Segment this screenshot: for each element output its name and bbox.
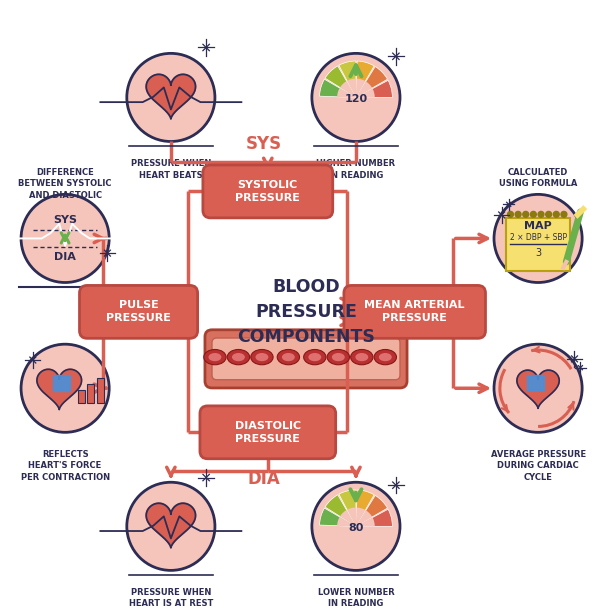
FancyBboxPatch shape xyxy=(200,406,335,459)
Ellipse shape xyxy=(204,349,226,365)
Ellipse shape xyxy=(308,353,321,361)
Polygon shape xyxy=(528,375,544,390)
Ellipse shape xyxy=(304,349,326,365)
Text: PULSE
PRESSURE: PULSE PRESSURE xyxy=(106,300,171,324)
Wedge shape xyxy=(356,67,387,97)
Text: 120: 120 xyxy=(345,94,367,104)
Text: HIGHER NUMBER
IN READING: HIGHER NUMBER IN READING xyxy=(316,159,395,179)
Wedge shape xyxy=(356,78,365,97)
Wedge shape xyxy=(356,80,392,97)
Bar xyxy=(78,390,85,403)
FancyBboxPatch shape xyxy=(80,285,198,338)
Ellipse shape xyxy=(227,349,250,365)
Text: AVERAGE PRESSURE
DURING CARDIAC
CYCLE: AVERAGE PRESSURE DURING CARDIAC CYCLE xyxy=(490,450,586,482)
Wedge shape xyxy=(356,490,374,526)
FancyBboxPatch shape xyxy=(203,165,333,218)
Wedge shape xyxy=(356,496,387,526)
Ellipse shape xyxy=(327,349,349,365)
Polygon shape xyxy=(37,369,81,409)
Ellipse shape xyxy=(282,353,295,361)
Wedge shape xyxy=(340,510,356,526)
Circle shape xyxy=(494,195,582,283)
Circle shape xyxy=(21,344,109,432)
Wedge shape xyxy=(356,509,392,526)
Wedge shape xyxy=(325,66,356,97)
FancyBboxPatch shape xyxy=(212,338,400,379)
Wedge shape xyxy=(356,510,372,526)
Ellipse shape xyxy=(232,353,245,361)
Wedge shape xyxy=(319,79,356,97)
Ellipse shape xyxy=(374,349,397,365)
Text: 2 × DBP + SBP: 2 × DBP + SBP xyxy=(510,233,567,242)
Polygon shape xyxy=(53,375,70,391)
Polygon shape xyxy=(517,370,559,408)
Wedge shape xyxy=(339,61,356,97)
Text: MEAN ARTERIAL
PRESSURE: MEAN ARTERIAL PRESSURE xyxy=(364,300,465,324)
Wedge shape xyxy=(337,88,356,97)
Ellipse shape xyxy=(277,349,299,365)
Ellipse shape xyxy=(255,353,269,361)
Wedge shape xyxy=(347,507,356,526)
Circle shape xyxy=(538,211,544,217)
Text: DIFFERENCE
BETWEEN SYSTOLIC
AND DIASTOLIC: DIFFERENCE BETWEEN SYSTOLIC AND DIASTOLI… xyxy=(18,168,112,200)
Ellipse shape xyxy=(251,349,273,365)
Text: REFLECTS
HEART'S FORCE
PER CONTRACTION: REFLECTS HEART'S FORCE PER CONTRACTION xyxy=(21,450,110,482)
Text: 80: 80 xyxy=(348,523,364,533)
Circle shape xyxy=(127,482,215,570)
Circle shape xyxy=(507,211,513,217)
Circle shape xyxy=(312,53,400,141)
Text: DIA: DIA xyxy=(247,470,280,488)
Text: DIA: DIA xyxy=(54,252,76,262)
Wedge shape xyxy=(356,89,375,97)
Wedge shape xyxy=(356,81,372,97)
FancyBboxPatch shape xyxy=(205,330,407,388)
Text: DIASTOLIC
PRESSURE: DIASTOLIC PRESSURE xyxy=(235,420,301,444)
Wedge shape xyxy=(356,518,375,526)
Polygon shape xyxy=(146,503,196,548)
Wedge shape xyxy=(325,494,356,526)
Wedge shape xyxy=(347,78,356,97)
Circle shape xyxy=(531,211,536,217)
Circle shape xyxy=(21,195,109,283)
Text: LOWER NUMBER
IN READING: LOWER NUMBER IN READING xyxy=(318,588,394,608)
Text: SYS: SYS xyxy=(53,215,77,225)
Text: SYS: SYS xyxy=(245,135,282,154)
Text: SYSTOLIC
PRESSURE: SYSTOLIC PRESSURE xyxy=(236,180,300,203)
Text: CALCULATED
USING FORMULA: CALCULATED USING FORMULA xyxy=(499,168,577,188)
Text: BLOOD
PRESSURE
COMPONENTS: BLOOD PRESSURE COMPONENTS xyxy=(237,278,375,346)
Polygon shape xyxy=(146,74,196,119)
Wedge shape xyxy=(339,490,356,526)
Wedge shape xyxy=(340,81,356,97)
Text: PRESSURE WHEN
HEART IS AT REST: PRESSURE WHEN HEART IS AT REST xyxy=(129,588,213,608)
Circle shape xyxy=(523,211,529,217)
Text: PRESSURE WHEN
HEART BEATS: PRESSURE WHEN HEART BEATS xyxy=(131,159,211,179)
Ellipse shape xyxy=(209,353,222,361)
Ellipse shape xyxy=(351,349,373,365)
Ellipse shape xyxy=(332,353,345,361)
Bar xyxy=(88,384,94,403)
Circle shape xyxy=(561,211,567,217)
Circle shape xyxy=(515,211,521,217)
FancyBboxPatch shape xyxy=(506,218,570,271)
Circle shape xyxy=(127,53,215,141)
Circle shape xyxy=(546,211,551,217)
Wedge shape xyxy=(319,508,356,526)
Circle shape xyxy=(553,211,559,217)
Wedge shape xyxy=(356,61,374,97)
Text: MAP: MAP xyxy=(524,220,552,231)
Bar xyxy=(97,378,104,403)
Circle shape xyxy=(312,482,400,570)
Wedge shape xyxy=(337,517,356,526)
Wedge shape xyxy=(356,507,365,526)
Circle shape xyxy=(494,344,582,432)
Text: 3: 3 xyxy=(535,248,541,258)
FancyBboxPatch shape xyxy=(344,285,485,338)
Ellipse shape xyxy=(379,353,392,361)
Ellipse shape xyxy=(356,353,368,361)
